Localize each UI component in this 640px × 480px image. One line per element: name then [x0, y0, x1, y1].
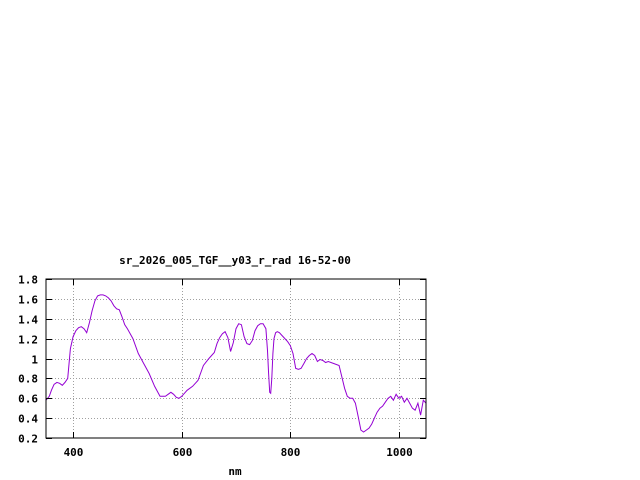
y-tick-label: 0.8 [18, 373, 38, 386]
chart-title: sr_2026_005_TGF__y03_r_rad 16-52-00 [119, 254, 351, 267]
x-tick-label: 1000 [386, 446, 413, 459]
axis-ticks: 0.2 0.4 0.6 0.8 1 1.2 1.4 1.6 1.8 400 600 800 1000 [18, 274, 426, 459]
y-tick-label: 0.6 [18, 393, 38, 406]
y-tick-label: 1.8 [18, 274, 38, 287]
x-tick-label: 800 [281, 446, 301, 459]
x-tick-label: 400 [64, 446, 84, 459]
y-tick-label: 1 [31, 354, 38, 367]
plot-frame [45, 278, 427, 439]
y-tick-label: 1.4 [18, 314, 38, 327]
y-tick-label: 1.6 [18, 294, 38, 307]
series-line [45, 294, 427, 433]
y-tick-label: 0.4 [18, 413, 38, 426]
y-tick-label: 0.2 [18, 433, 38, 446]
grid-lines [46, 279, 426, 438]
y-tick-label: 1.2 [18, 334, 38, 347]
x-axis-label: nm [228, 465, 242, 478]
x-tick-label: 600 [173, 446, 193, 459]
